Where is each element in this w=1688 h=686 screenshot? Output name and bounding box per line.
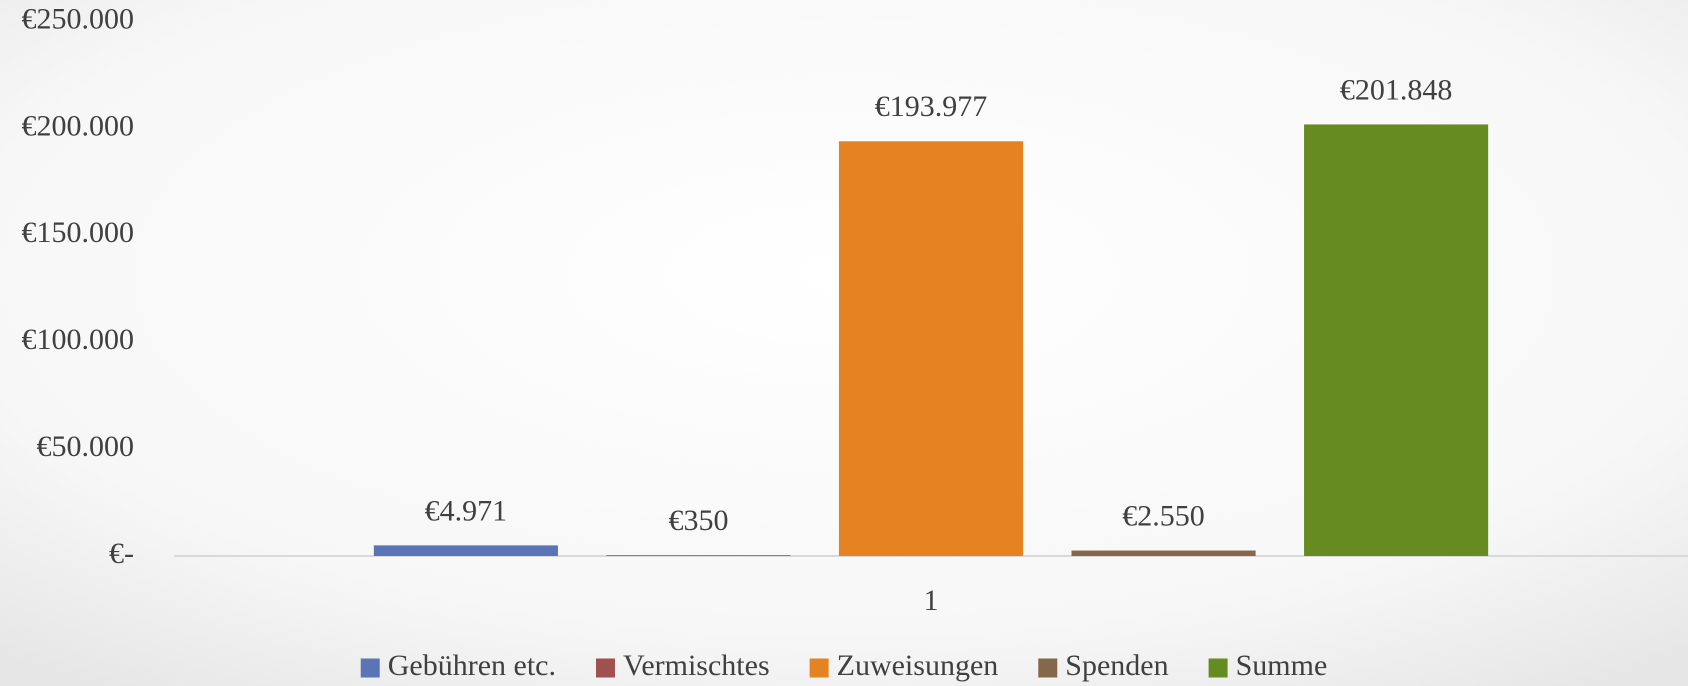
bar [1304, 124, 1489, 556]
y-tick-label: €100.000 [22, 323, 135, 356]
legend-swatch [1038, 658, 1058, 678]
legend-label: Spenden [1065, 649, 1168, 682]
legend-label: Gebühren etc. [388, 649, 556, 682]
legend-label: Vermischtes [623, 649, 770, 682]
legend-swatch [595, 658, 615, 678]
bar [1071, 550, 1256, 556]
y-tick-label: €- [109, 537, 134, 570]
y-tick-label: €250.000 [22, 2, 135, 35]
legend-label: Zuweisungen [837, 649, 999, 682]
x-tick-label: 1 [924, 584, 939, 617]
data-label: €193.977 [875, 90, 988, 123]
data-label: €350 [668, 504, 728, 537]
legend-swatch [1208, 658, 1228, 678]
data-label: €201.848 [1340, 73, 1453, 106]
legend-swatch [360, 658, 380, 678]
data-label: €2.550 [1122, 499, 1205, 532]
legend-label: Summe [1236, 649, 1328, 682]
data-label: €4.971 [425, 494, 508, 527]
legend-swatch [809, 658, 829, 678]
bar [606, 555, 791, 556]
bar [373, 545, 558, 556]
y-tick-label: €200.000 [22, 109, 135, 142]
y-tick-label: €50.000 [37, 430, 135, 463]
y-tick-label: €150.000 [22, 216, 135, 249]
bar [838, 141, 1024, 557]
